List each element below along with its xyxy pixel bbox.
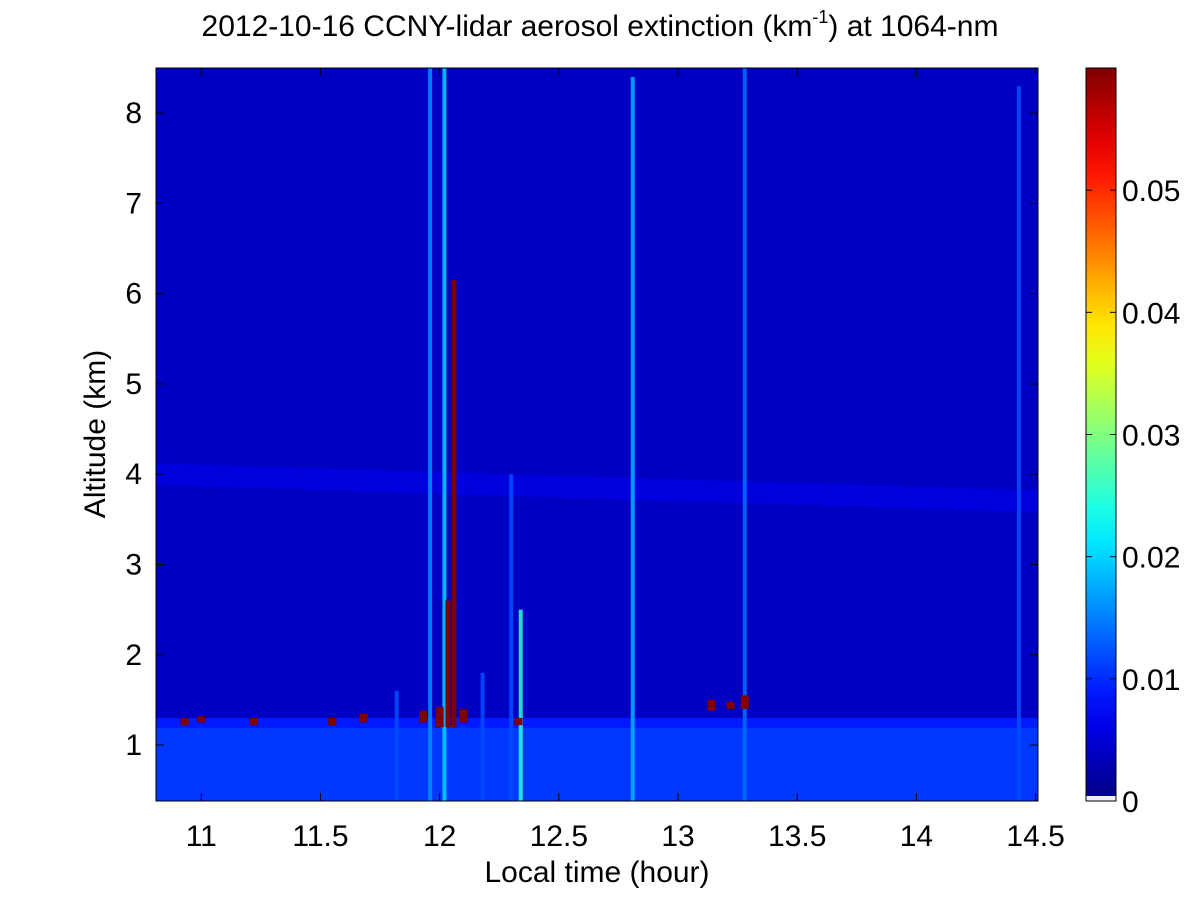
colorbar-under-swatch <box>1086 796 1116 801</box>
cloud <box>359 713 368 723</box>
y-tick-label: 3 <box>125 548 142 581</box>
streak <box>428 68 433 801</box>
boundary-layer-core <box>156 727 1038 801</box>
x-tick-label: 13 <box>661 820 694 853</box>
y-tick-label: 6 <box>125 278 142 311</box>
colorbar: 0 0.01 0.02 0.03 0.04 0.05 <box>1085 67 1180 819</box>
colorbar-tick-label: 0.04 <box>1122 297 1180 330</box>
cloud <box>740 695 749 709</box>
x-axis: 11 11.5 12 12.5 13 13.5 14 14.5 <box>186 68 1065 853</box>
streak <box>630 77 635 801</box>
cloud <box>707 699 716 711</box>
x-tick-label: 11.5 <box>292 820 348 853</box>
cloud <box>180 717 189 726</box>
y-tick-label: 2 <box>125 639 142 672</box>
colorbar-tick-label: 0 <box>1122 786 1139 819</box>
x-tick-label: 12.5 <box>530 820 588 853</box>
x-tick-label: 14 <box>900 820 933 853</box>
cloud <box>249 717 258 726</box>
y-tick-label: 5 <box>125 368 142 401</box>
cloud <box>514 717 523 726</box>
streak <box>394 690 399 801</box>
colorbar-tick-label: 0.02 <box>1122 542 1180 575</box>
cloud <box>435 707 444 727</box>
y-axis: 1 2 3 4 5 6 7 8 <box>125 97 1038 762</box>
streak <box>442 68 447 801</box>
streak <box>480 672 485 801</box>
colorbar-tick-label: 0.01 <box>1122 664 1180 697</box>
cloud <box>197 716 206 723</box>
x-axis-label: Local time (hour) <box>484 856 710 889</box>
cloud <box>726 701 735 709</box>
plot-frame <box>155 67 1039 802</box>
y-tick-label: 1 <box>125 729 142 762</box>
chart-title: 2012-10-16 CCNY-lidar aerosol extinction… <box>201 7 999 43</box>
streak <box>1016 86 1021 801</box>
x-tick-label: 13.5 <box>768 820 826 853</box>
x-tick-label: 11 <box>186 820 217 853</box>
streak <box>518 609 523 801</box>
extinction-background <box>156 68 1038 801</box>
y-tick-label: 8 <box>125 97 142 130</box>
elevated-aerosol-layer <box>156 463 1038 513</box>
cloud <box>451 280 457 727</box>
streak <box>509 474 514 801</box>
streak <box>742 68 747 801</box>
y-axis-label: Altitude (km) <box>79 349 112 519</box>
cloud <box>418 710 427 723</box>
y-tick-label: 4 <box>125 458 142 491</box>
x-tick-label: 12 <box>423 820 456 853</box>
cloud <box>328 717 337 726</box>
cloud <box>459 708 468 723</box>
plot-area <box>156 68 1038 801</box>
cloud <box>445 600 451 727</box>
x-tick-label: 14.5 <box>1006 820 1064 853</box>
colorbar-tick-label: 0.03 <box>1122 420 1180 453</box>
y-tick-label: 7 <box>125 187 142 220</box>
colorbar-tick-label: 0.05 <box>1122 175 1180 208</box>
